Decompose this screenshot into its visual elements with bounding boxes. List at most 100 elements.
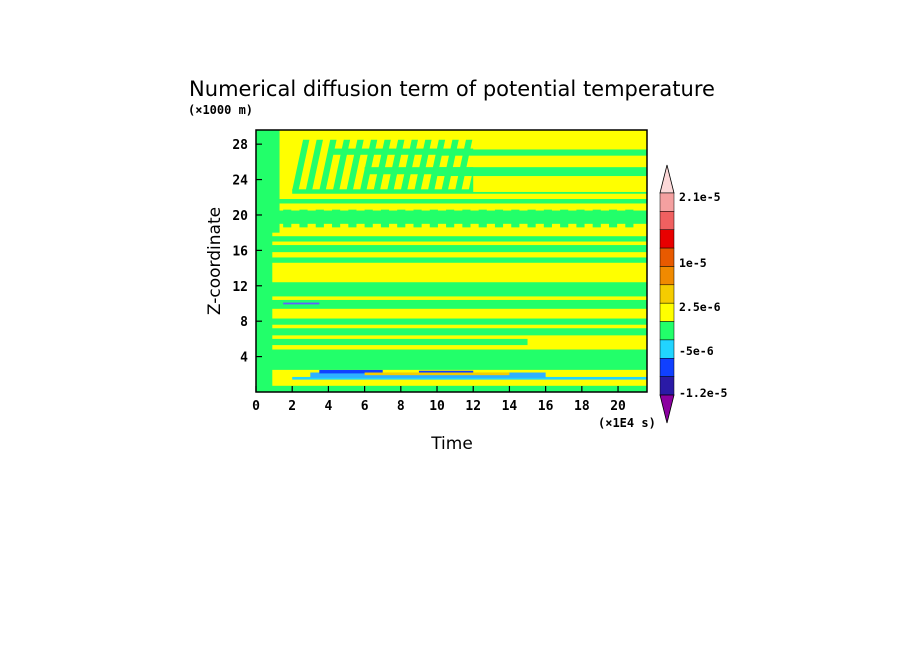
colorbar: 2.1e-5 1e-5 2.5e-6 -5e-6 -1.2e-5 [659, 164, 728, 424]
field-streak [305, 139, 323, 191]
field-streak [373, 139, 391, 191]
field-band [418, 370, 474, 374]
colorbar-swatch [659, 358, 675, 377]
colorbar-label: -1.2e-5 [679, 386, 728, 400]
field-band [292, 376, 647, 380]
field-band [319, 369, 383, 374]
field-band [256, 328, 647, 336]
field-band [256, 299, 647, 309]
x-tick-label: 10 [429, 399, 445, 414]
x-tick-label: 18 [574, 399, 590, 414]
field-streak [387, 139, 405, 191]
field-dash [397, 209, 406, 228]
colorbar-swatch [659, 321, 675, 341]
field-dash [283, 209, 292, 228]
field-band [256, 199, 647, 204]
field-streak [332, 139, 351, 191]
plot-frame [255, 129, 648, 393]
y-unit-label: (×1000 m) [188, 103, 253, 117]
x-axis-ticks: 0 2 4 6 8 10 12 14 16 18 20 [252, 386, 626, 414]
x-tick-label: 14 [502, 399, 518, 414]
field-dash [511, 209, 520, 228]
field-dash [446, 209, 455, 228]
colorbar-swatch [659, 376, 675, 396]
colorbar-swatch [659, 247, 675, 267]
colorbar-label: 2.5e-6 [679, 300, 721, 314]
y-tick-label: 16 [232, 244, 248, 259]
field-band [256, 349, 647, 370]
y-tick-label: 4 [240, 351, 248, 366]
field-dash [332, 209, 341, 228]
field-dash [429, 209, 438, 228]
field-band [437, 149, 647, 156]
colorbar-label: 2.1e-5 [679, 190, 721, 204]
field-streak [414, 139, 432, 191]
field-band [256, 318, 647, 325]
field-dash [364, 209, 373, 228]
field-band [283, 302, 320, 305]
y-axis-label: Z-coordinate [205, 207, 225, 315]
field-dash [413, 209, 422, 228]
chart-title: Numerical diffusion term of potential te… [189, 77, 715, 101]
field-band [256, 338, 528, 346]
x-unit-label: (×1E4 s) [598, 416, 656, 430]
field-band [256, 282, 647, 297]
heatmap-field [256, 130, 647, 392]
field-dash [348, 209, 357, 228]
field-dash [299, 209, 308, 228]
y-tick-label: 8 [240, 315, 248, 330]
colorbar-swatch [659, 229, 675, 249]
colorbar-label: 1e-5 [679, 256, 707, 270]
field-band [256, 257, 647, 263]
x-tick-label: 6 [361, 399, 369, 414]
x-tick-label: 16 [538, 399, 554, 414]
field-streak [319, 139, 337, 191]
field-streak [292, 139, 310, 191]
y-axis-ticks: 4 8 12 16 20 24 28 [232, 138, 262, 366]
field-dash [576, 209, 585, 228]
field-dash [494, 209, 504, 228]
colorbar-top-arrow [659, 164, 675, 194]
field-dash [462, 209, 471, 228]
colorbar-swatch [659, 192, 675, 212]
x-axis-label: Time [430, 434, 473, 454]
colorbar-label: -5e-6 [679, 344, 714, 358]
field-band [256, 236, 647, 242]
field-band [364, 372, 510, 376]
colorbar-swatch [659, 211, 675, 230]
field-dash [380, 209, 390, 228]
field-streak [346, 139, 364, 191]
colorbar-swatch [659, 302, 675, 322]
colorbar-swatch [659, 339, 675, 359]
y-tick-label: 12 [232, 280, 248, 295]
colorbar-swatch [659, 284, 675, 304]
x-tick-label: 20 [610, 399, 626, 414]
y-tick-label: 28 [232, 138, 248, 153]
colorbar-bottom-arrow [659, 394, 675, 424]
x-tick-label: 2 [288, 399, 296, 414]
field-dash [527, 209, 536, 228]
field-dash [315, 209, 324, 228]
y-tick-label: 24 [232, 174, 248, 189]
field-band [256, 385, 647, 392]
field-dash [560, 209, 569, 228]
field-dash [592, 209, 601, 228]
colorbar-swatch [659, 266, 675, 286]
field-band [437, 167, 647, 177]
field-band [473, 130, 647, 192]
field-dash [543, 209, 552, 228]
x-tick-label: 12 [465, 399, 481, 414]
field-streak [400, 139, 419, 191]
field-band [256, 245, 647, 253]
x-tick-label: 0 [252, 399, 260, 414]
field-dash [608, 209, 618, 228]
x-tick-label: 4 [324, 399, 332, 414]
field-band [265, 130, 280, 233]
field-dash [625, 209, 634, 228]
y-tick-label: 20 [232, 209, 248, 224]
field-dash [478, 209, 487, 228]
field-band [292, 189, 647, 194]
x-tick-label: 8 [397, 399, 405, 414]
field-streak [360, 139, 378, 191]
